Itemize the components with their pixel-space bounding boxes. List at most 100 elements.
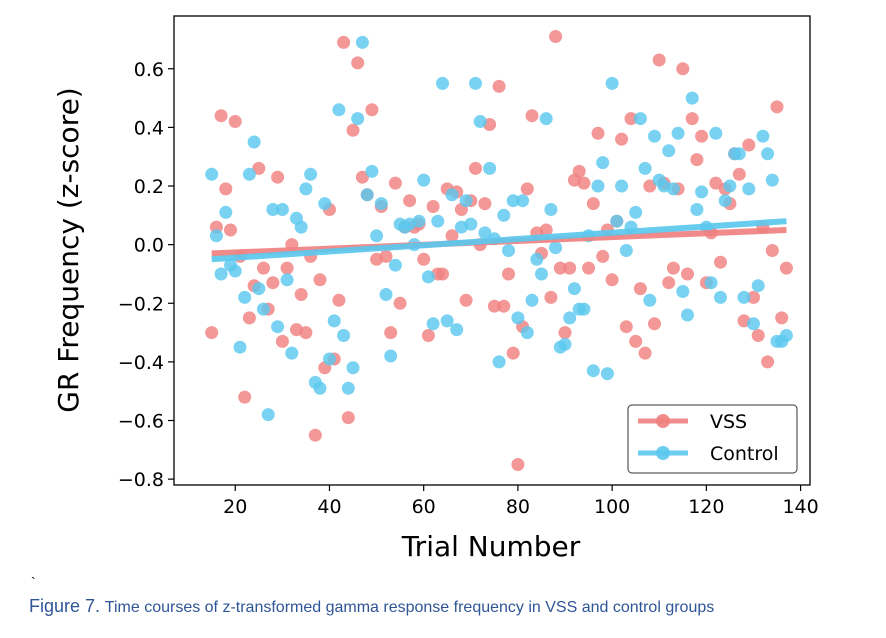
data-point-control (747, 317, 760, 331)
data-point-vss (648, 317, 661, 331)
data-point-vss (351, 56, 365, 70)
data-point-vss (445, 229, 459, 243)
data-point-control (327, 314, 341, 328)
data-point-control (388, 258, 402, 272)
data-point-vss (506, 346, 520, 360)
stray-mark: ` (31, 574, 36, 590)
data-point-vss (388, 176, 402, 190)
data-point-control (690, 203, 704, 216)
data-point-control (285, 346, 299, 360)
data-point-control (271, 320, 285, 334)
data-point-control (346, 361, 360, 375)
data-point-control (709, 126, 723, 140)
data-point-vss (426, 200, 440, 213)
data-point-control (714, 290, 727, 304)
data-point-control (379, 288, 393, 301)
data-point-control (205, 167, 219, 181)
data-point-vss (299, 326, 313, 340)
data-point-control (436, 76, 449, 90)
data-point-control (633, 112, 647, 126)
data-point-vss (629, 334, 643, 348)
data-point-vss (596, 249, 610, 263)
data-point-vss (252, 161, 266, 175)
data-point-vss (695, 129, 709, 143)
x-tick-label: 20 (223, 496, 247, 518)
regression-line-control (211, 218, 787, 263)
data-point-control (671, 126, 685, 140)
data-point-control (266, 203, 280, 216)
data-point-vss (742, 138, 756, 152)
legend-marker-vss (656, 414, 670, 428)
x-tick-label: 40 (317, 496, 341, 518)
data-point-control (577, 302, 591, 316)
data-point-control (431, 214, 445, 228)
data-point-control (417, 173, 431, 187)
data-point-control (497, 208, 511, 222)
data-point-vss (676, 62, 690, 76)
data-point-control (351, 112, 365, 126)
data-point-control (304, 167, 318, 181)
data-point-vss (308, 428, 322, 442)
y-tick-label: 0.6 (134, 59, 164, 81)
data-point-vss (257, 261, 270, 275)
x-axis-ticks: 20 40 60 80 100 120 140 (223, 485, 819, 518)
data-point-vss (393, 296, 407, 310)
y-tick-label: 0.0 (134, 235, 164, 257)
data-point-vss (549, 30, 563, 43)
data-point-control (360, 188, 374, 202)
data-point-control (502, 244, 515, 257)
data-point-vss (337, 35, 351, 49)
data-point-vss (615, 132, 629, 146)
data-point-control (323, 352, 336, 366)
data-point-vss (294, 288, 308, 301)
data-point-control (638, 161, 652, 175)
data-point-vss (539, 223, 553, 237)
data-point-control (610, 214, 624, 228)
x-tick-label: 80 (506, 496, 530, 518)
y-tick-label: −0.4 (118, 352, 164, 374)
data-point-control (539, 112, 553, 126)
data-point-vss (633, 282, 647, 296)
data-point-vss (469, 161, 482, 175)
data-point-vss (643, 179, 657, 193)
x-tick-label: 100 (594, 496, 630, 518)
data-point-control (219, 205, 233, 219)
figure-caption: Figure 7. Time courses of z-transformed … (29, 596, 714, 617)
data-point-control (723, 179, 737, 193)
scatter-chart: 20 40 60 80 100 120 140 −0.8 −0.6 −0.4 −0.2 0.0 0.2… (52, 15, 819, 563)
data-point-control (742, 182, 756, 196)
data-point-vss (638, 346, 652, 360)
data-point-control (629, 205, 643, 219)
data-point-vss (205, 326, 219, 340)
data-point-control (337, 329, 351, 342)
data-point-vss (714, 255, 727, 269)
data-point-control (666, 182, 680, 196)
data-point-vss (242, 311, 256, 325)
data-point-vss (747, 290, 760, 304)
data-point-control (695, 185, 709, 199)
data-point-vss (478, 197, 492, 211)
data-point-control (384, 349, 398, 363)
data-point-control (247, 135, 261, 149)
y-tick-label: 0.4 (134, 117, 164, 139)
data-point-vss (681, 267, 694, 281)
y-axis-ticks: −0.8 −0.6 −0.4 −0.2 0.0 0.2 0.4 0.6 (118, 59, 174, 491)
data-point-control (445, 188, 459, 202)
data-point-control (643, 293, 657, 307)
data-point-control (233, 340, 247, 354)
data-point-control (483, 161, 497, 175)
data-point-control (530, 252, 544, 266)
y-tick-label: −0.6 (118, 411, 164, 433)
data-point-control (751, 279, 765, 293)
data-point-control (732, 147, 746, 161)
data-point-vss (332, 293, 346, 307)
data-point-vss (666, 261, 680, 275)
data-point-control (450, 323, 464, 337)
data-point-control (648, 129, 661, 143)
x-tick-label: 140 (782, 496, 818, 518)
legend-label-control: Control (710, 443, 779, 465)
data-point-vss (280, 261, 294, 275)
data-point-vss (436, 267, 449, 281)
data-point-vss (770, 100, 784, 114)
y-tick-label: −0.2 (118, 293, 164, 315)
